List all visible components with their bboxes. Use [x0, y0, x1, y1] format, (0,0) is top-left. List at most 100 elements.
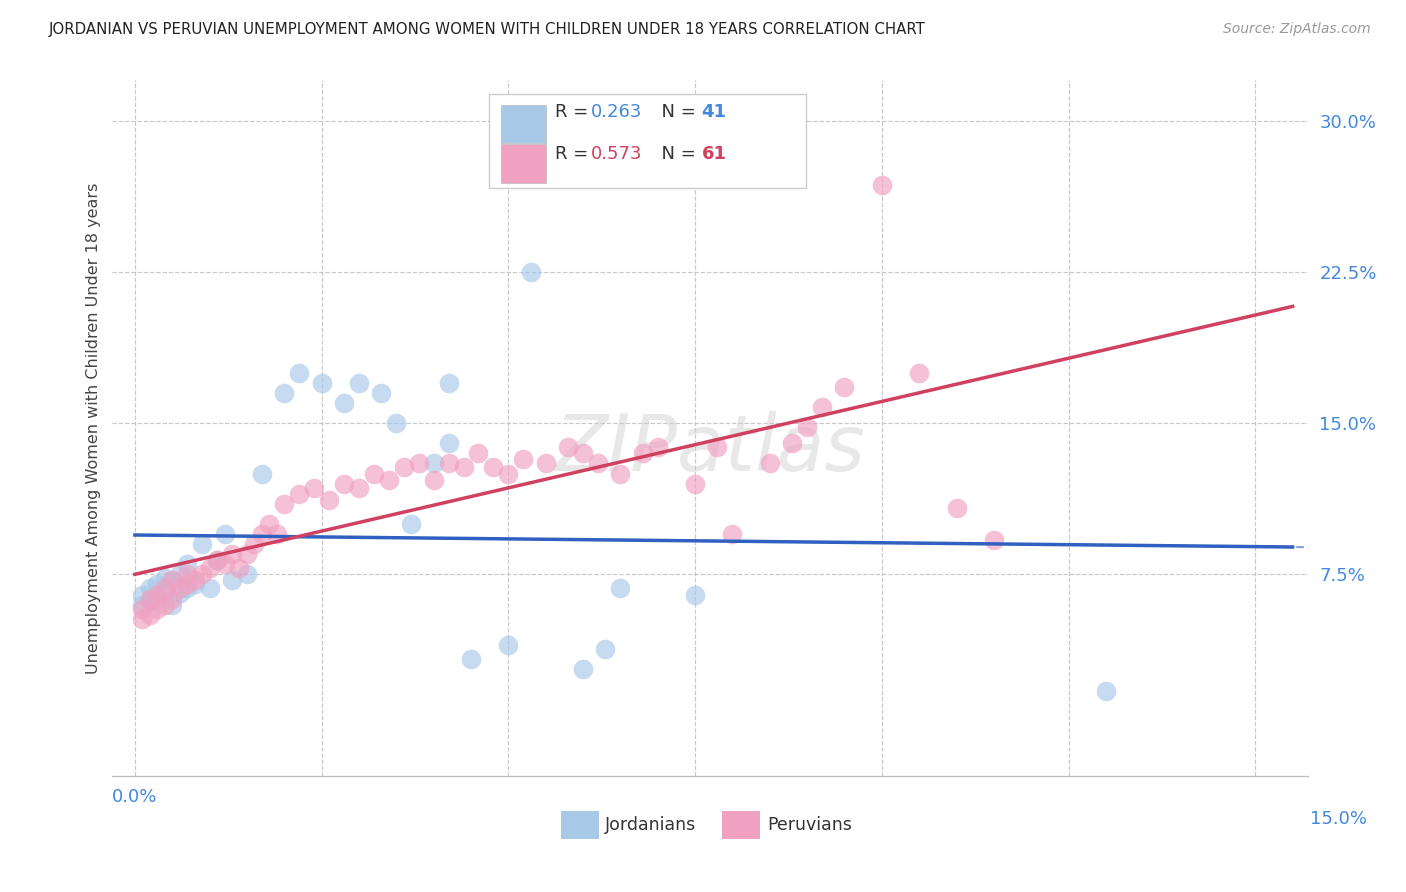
Point: [214, 558, 236, 572]
Text: N =: N =: [651, 145, 702, 163]
Point: [205, 553, 228, 567]
Point: [557, 440, 579, 454]
Point: [169, 567, 191, 582]
Point: [595, 642, 617, 657]
Point: [259, 516, 281, 531]
Point: [176, 558, 198, 572]
Point: [162, 574, 183, 588]
Point: [243, 537, 266, 551]
Point: [683, 588, 706, 602]
Point: [146, 601, 169, 615]
Point: [609, 467, 631, 481]
Text: JORDANIAN VS PERUVIAN UNEMPLOYMENT AMONG WOMEN WITH CHILDREN UNDER 18 YEARS CORR: JORDANIAN VS PERUVIAN UNEMPLOYMENT AMONG…: [49, 22, 927, 37]
Bar: [723, 811, 761, 838]
Point: [146, 591, 169, 606]
Point: [706, 440, 728, 454]
Bar: [561, 811, 599, 838]
Point: [437, 457, 460, 471]
Point: [498, 467, 520, 481]
Point: [401, 516, 423, 531]
Point: [214, 527, 236, 541]
Point: [169, 582, 191, 596]
Point: [460, 652, 482, 666]
Point: [534, 457, 557, 471]
Point: [870, 178, 893, 193]
Point: [131, 598, 153, 612]
Point: [945, 500, 967, 515]
Point: [437, 376, 460, 390]
Point: [183, 574, 205, 588]
Point: [131, 588, 153, 602]
Point: [146, 588, 169, 602]
Point: [333, 476, 356, 491]
Point: [647, 440, 669, 454]
Point: [162, 574, 183, 588]
Point: [153, 598, 176, 612]
Point: [191, 537, 214, 551]
Point: [236, 547, 259, 561]
Point: [378, 473, 401, 487]
Text: 0.263: 0.263: [591, 103, 643, 121]
Point: [347, 481, 370, 495]
Point: [139, 582, 162, 596]
Point: [609, 582, 631, 596]
Point: [273, 385, 295, 400]
Text: 0.573: 0.573: [591, 145, 643, 163]
Point: [1095, 684, 1118, 698]
Point: [467, 446, 489, 460]
Point: [221, 574, 243, 588]
Point: [153, 583, 176, 598]
Point: [146, 577, 169, 591]
Point: [250, 467, 273, 481]
Point: [796, 420, 818, 434]
Point: [363, 467, 385, 481]
Point: [908, 366, 931, 380]
Point: [780, 436, 803, 450]
Point: [162, 591, 183, 606]
Point: [721, 527, 744, 541]
Text: 41: 41: [702, 103, 727, 121]
Point: [370, 385, 392, 400]
Point: [139, 593, 162, 607]
Point: [983, 533, 1005, 547]
Text: N =: N =: [651, 103, 702, 121]
FancyBboxPatch shape: [489, 95, 806, 188]
Point: [273, 497, 295, 511]
Point: [176, 567, 198, 582]
Point: [347, 376, 370, 390]
Point: [512, 452, 534, 467]
Text: Source: ZipAtlas.com: Source: ZipAtlas.com: [1223, 22, 1371, 37]
Point: [131, 601, 153, 615]
Point: [683, 476, 706, 491]
Point: [453, 460, 475, 475]
Text: ZIPatlas: ZIPatlas: [554, 411, 866, 487]
Point: [586, 457, 609, 471]
Point: [333, 396, 356, 410]
Point: [437, 436, 460, 450]
Point: [631, 446, 654, 460]
Point: [498, 638, 520, 652]
Text: R =: R =: [554, 103, 593, 121]
Point: [834, 380, 856, 394]
Bar: [501, 104, 547, 143]
Point: [139, 591, 162, 606]
Text: R =: R =: [554, 145, 593, 163]
Point: [288, 486, 311, 500]
Point: [131, 612, 153, 626]
Text: 15.0%: 15.0%: [1310, 810, 1367, 828]
Point: [811, 400, 834, 414]
Point: [153, 582, 176, 596]
Point: [572, 446, 595, 460]
Point: [191, 567, 214, 582]
Y-axis label: Unemployment Among Women with Children Under 18 years: Unemployment Among Women with Children U…: [86, 183, 101, 673]
Point: [153, 571, 176, 585]
Point: [422, 473, 444, 487]
Point: [176, 582, 198, 596]
Point: [311, 376, 333, 390]
Point: [266, 527, 288, 541]
Point: [482, 460, 505, 475]
Point: [385, 416, 408, 430]
Point: [221, 547, 243, 561]
Point: [520, 265, 543, 279]
Point: [392, 460, 415, 475]
